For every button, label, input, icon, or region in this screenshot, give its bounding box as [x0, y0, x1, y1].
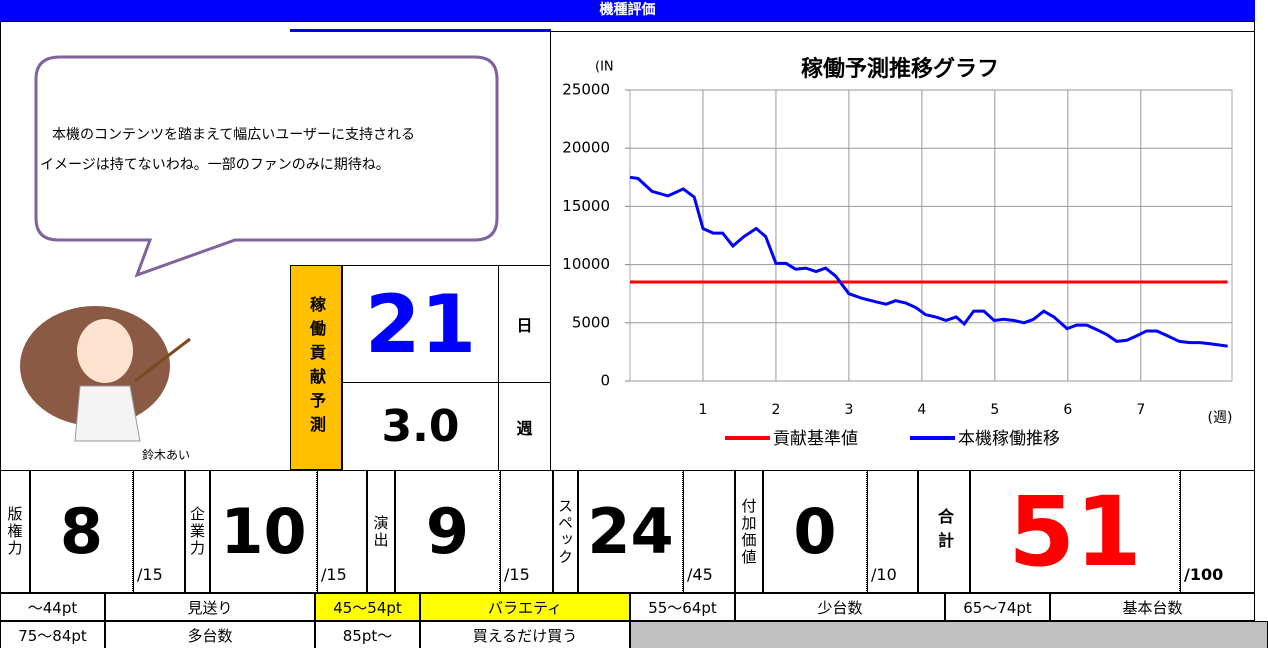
table-cell: 見送り	[105, 593, 315, 621]
table-cell: 45～54pt	[315, 593, 420, 621]
score-max: /100	[1180, 470, 1255, 593]
prediction-label: 稼働貢献予測	[304, 296, 328, 440]
x-axis-label: (週)	[1208, 410, 1233, 426]
speech-line: イメージは持てないわね。一部のファンのみに期待ね。	[40, 150, 490, 180]
chart: 稼働予測推移グラフ (IN (週) 0500010000150002000025…	[551, 21, 1255, 470]
plot-area	[630, 90, 1232, 381]
score-max: /45	[683, 470, 735, 593]
score-label-text: 企業力	[187, 506, 208, 557]
score-max: /10	[867, 470, 918, 593]
prediction-days: 21	[342, 265, 499, 383]
score-label: 演出	[367, 470, 395, 593]
y-tick-label: 25000	[562, 81, 610, 99]
table-cell: 多台数	[105, 621, 315, 648]
coat	[75, 386, 140, 441]
score-label-text: スペック	[555, 498, 576, 566]
y-tick-label: 10000	[562, 255, 610, 273]
score-value: 8	[30, 470, 133, 593]
header-title: 機種評価	[0, 0, 1255, 21]
score-label-text: 付加価値	[739, 498, 760, 566]
prediction-weeks: 3.0	[342, 382, 499, 471]
table-cell: 65～74pt	[945, 593, 1050, 621]
score-label-text: 合計	[932, 508, 956, 556]
x-tick-label: 2	[771, 402, 780, 418]
character-name: 鈴木あい	[142, 446, 190, 463]
score-max: /15	[500, 470, 553, 593]
days-unit: 日	[498, 265, 551, 383]
speech-text: 本機のコンテンツを踏まえて幅広いユーザーに支持される イメージは持てないわね。一…	[40, 120, 490, 180]
y-tick-label: 15000	[562, 197, 610, 215]
score-label: 企業力	[185, 470, 210, 593]
score-value: 10	[210, 470, 317, 593]
chart-title: 稼働予測推移グラフ	[801, 56, 999, 82]
legend-label: 貢献基準値	[773, 429, 858, 449]
score-label: 合計	[918, 470, 970, 593]
score-max: /15	[133, 470, 185, 593]
score-value: 24	[578, 470, 683, 593]
face	[77, 319, 133, 383]
score-value: 0	[763, 470, 867, 593]
x-tick-label: 5	[990, 402, 999, 418]
legend-label: 本機稼働推移	[958, 429, 1060, 449]
score-label: 付加価値	[735, 470, 763, 593]
table-filler	[630, 621, 1268, 648]
score-label-text: 演出	[371, 515, 392, 549]
table-cell: 85pt～	[315, 621, 420, 648]
score-label-text: 版権力	[5, 506, 26, 557]
y-tick-label: 0	[600, 372, 610, 390]
score-value: 9	[395, 470, 500, 593]
table-cell: ～44pt	[0, 593, 105, 621]
table-cell: バラエティ	[420, 593, 630, 621]
table-cell: 75～84pt	[0, 621, 105, 648]
score-label: スペック	[553, 470, 578, 593]
x-tick-label: 3	[844, 402, 853, 418]
table-cell: 買えるだけ買う	[420, 621, 630, 648]
score-value: 51	[970, 470, 1180, 593]
x-tick-label: 6	[1063, 402, 1072, 418]
x-tick-label: 4	[917, 402, 926, 418]
weeks-unit: 週	[498, 382, 551, 471]
y-tick-label: 5000	[572, 313, 610, 331]
table-cell: 55～64pt	[630, 593, 735, 621]
score-label: 版権力	[0, 470, 30, 593]
table-cell: 少台数	[735, 593, 945, 621]
table-cell: 基本台数	[1050, 593, 1255, 621]
y-tick-label: 20000	[562, 139, 610, 157]
series-line	[630, 177, 1228, 346]
x-tick-label: 1	[699, 402, 708, 418]
speech-line: 本機のコンテンツを踏まえて幅広いユーザーに支持される	[40, 120, 490, 150]
score-max: /15	[317, 470, 367, 593]
page: 機種評価 本機のコンテンツを踏まえて幅広いユーザーに支持される イメージは持てな…	[0, 0, 1268, 648]
x-tick-label: 7	[1136, 402, 1145, 418]
y-axis-label: (IN	[595, 60, 614, 75]
